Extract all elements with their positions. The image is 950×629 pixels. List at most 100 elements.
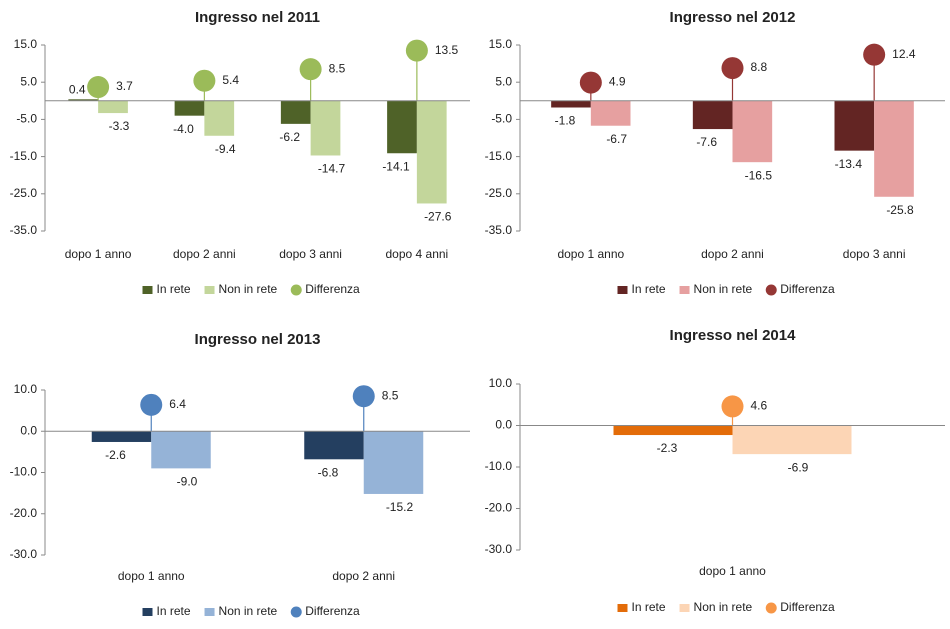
y-tick-label: -5.0 [16,112,37,126]
bar [310,100,341,156]
bar [68,99,99,101]
lollipop-marker [863,43,886,66]
x-tick-label: dopo 1 anno [65,247,132,261]
x-tick-label: dopo 4 anni [386,247,449,261]
value-label: 8.5 [329,61,346,75]
legend-marker [142,608,153,616]
legend-marker [204,608,215,616]
y-tick-label: 10.0 [489,376,513,390]
legend-label: Differenza [780,282,835,296]
legend-marker [679,604,690,612]
value-label: -6.8 [318,465,339,479]
legend-marker [290,606,302,618]
y-tick-label: -25.0 [10,186,38,200]
y-tick-label: 10.0 [14,382,38,396]
value-label: 0.4 [69,82,86,96]
bar [91,431,152,442]
y-tick-label: -10.0 [485,459,513,473]
legend-label: In rete [632,282,666,296]
chart-title: Ingresso nel 2013 [195,331,321,348]
chart-title: Ingresso nel 2012 [670,9,796,26]
lollipop-marker [87,76,110,99]
y-tick-label: 15.0 [14,37,38,51]
value-label: 3.7 [116,79,133,93]
value-label: -16.5 [745,168,773,182]
x-tick-label: dopo 2 anni [332,569,395,583]
x-tick-label: dopo 2 anni [173,247,236,261]
value-label: -15.2 [386,500,414,514]
y-tick-label: 5.0 [495,74,512,88]
bar [590,100,631,126]
x-tick-label: dopo 1 anno [699,564,766,578]
bar [732,425,852,455]
x-tick-label: dopo 1 anno [118,569,185,583]
lollipop-marker [299,58,322,81]
x-tick-label: dopo 3 anni [279,247,342,261]
y-tick-label: -35.0 [485,223,513,237]
legend-label: In rete [157,282,191,296]
legend-marker [679,286,690,294]
value-label: -25.8 [886,203,914,217]
y-tick-label: 5.0 [20,74,37,88]
value-label: -7.6 [696,135,717,149]
value-label: -14.7 [318,162,346,176]
value-label: -14.1 [382,159,410,173]
legend-label: Non in rete [219,604,278,618]
y-tick-label: -15.0 [485,149,513,163]
legend-marker [290,284,302,296]
x-tick-label: dopo 1 anno [557,247,624,261]
value-label: -3.3 [109,119,130,133]
value-label: -6.2 [279,130,300,144]
value-label: 4.9 [609,75,626,89]
lollipop-marker [405,39,428,62]
y-tick-label: 15.0 [489,37,513,51]
y-tick-label: -5.0 [491,112,512,126]
x-tick-label: dopo 3 anni [843,247,906,261]
value-label: 8.5 [382,388,399,402]
y-tick-label: -15.0 [10,149,38,163]
bar [204,100,235,136]
legend-marker [765,284,777,296]
bar [874,100,914,197]
x-tick-label: dopo 2 anni [701,247,764,261]
value-label: 4.6 [751,399,768,413]
lollipop-marker [579,71,602,94]
legend-label: Differenza [305,282,360,296]
y-tick-label: 0.0 [20,423,37,437]
legend-marker [617,604,628,612]
bar [692,100,733,130]
y-tick-label: -35.0 [10,223,38,237]
bar [613,425,733,436]
chart-title: Ingresso nel 2014 [670,327,797,344]
lollipop-marker [140,393,163,416]
legend-marker [765,602,777,614]
bar [363,431,424,494]
bar [551,100,591,108]
lollipop-marker [193,69,216,92]
value-label: 5.4 [222,73,239,87]
value-label: -9.0 [177,475,198,489]
bar [732,100,773,163]
chart-title: Ingresso nel 2011 [195,9,320,26]
value-label: -6.9 [788,460,809,474]
legend-marker [617,286,628,294]
bar [151,431,211,469]
value-label: -2.3 [657,441,678,455]
bar [416,100,447,204]
legend-label: Non in rete [694,600,753,614]
legend-label: Differenza [780,600,835,614]
value-label: -1.8 [555,114,576,128]
legend-marker [142,286,153,294]
y-tick-label: -20.0 [485,501,513,515]
y-tick-label: -30.0 [10,547,38,561]
legend-marker [204,286,215,294]
y-tick-label: -25.0 [485,186,513,200]
legend-label: Differenza [305,604,360,618]
bar [834,100,875,151]
lollipop-marker [721,57,744,80]
value-label: -27.6 [424,210,452,224]
lollipop-marker [352,385,375,408]
y-tick-label: 0.0 [495,418,512,432]
y-tick-label: -10.0 [10,465,38,479]
